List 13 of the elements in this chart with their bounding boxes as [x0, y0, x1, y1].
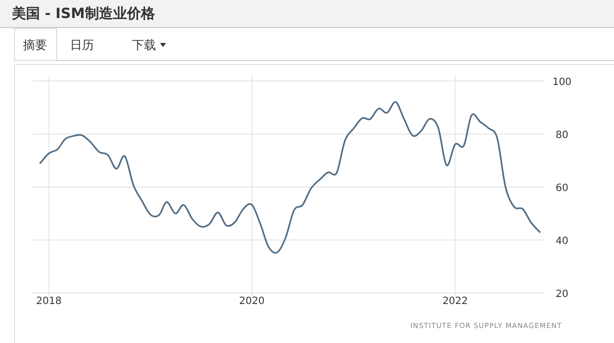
x-tick-label: 2018	[36, 296, 62, 307]
y-tick-label: 20	[556, 289, 568, 300]
y-tick-label: 80	[556, 130, 568, 141]
y-tick-label: 40	[556, 236, 568, 247]
chart-title: 美国 - ISM制造业价格	[11, 5, 156, 22]
text: 下载	[132, 38, 156, 52]
text: 摘要	[23, 38, 47, 52]
x-tick-label: 2020	[239, 296, 265, 307]
y-tick-label: 100	[552, 77, 572, 88]
line-series	[39, 101, 541, 254]
text: 日历	[70, 38, 94, 52]
y-tick-label: 60	[556, 183, 568, 194]
x-tick-label: 2022	[442, 296, 468, 307]
